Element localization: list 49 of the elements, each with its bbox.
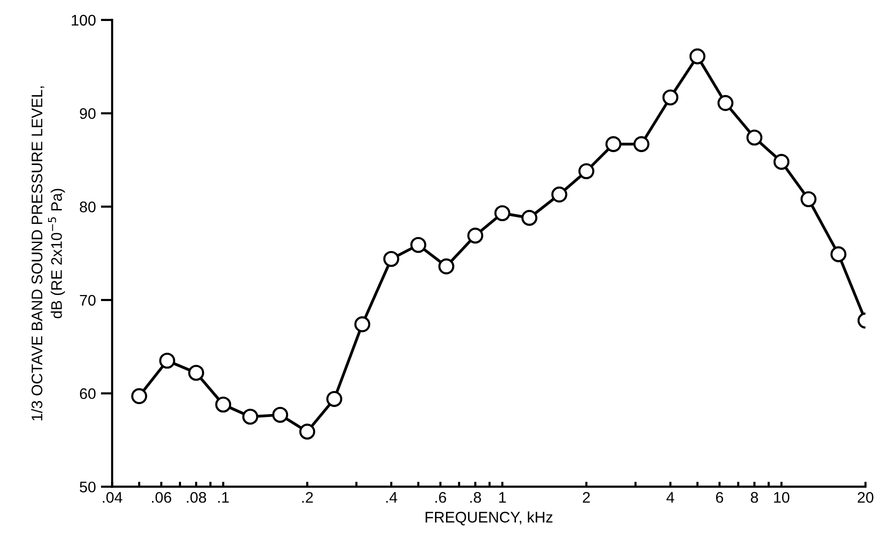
- x-tick-label: .08: [186, 492, 206, 503]
- point: [159, 352, 176, 369]
- point: [438, 258, 454, 274]
- point: [467, 228, 484, 244]
- x-tick-label: 8: [750, 492, 758, 503]
- point: [689, 48, 706, 64]
- point: [662, 89, 678, 106]
- x-tick-label: .1: [218, 492, 229, 503]
- x-tick-label: 2: [582, 492, 590, 503]
- point: [299, 424, 316, 440]
- x-tick-label: 6: [716, 492, 724, 503]
- y-tick-label: 60: [80, 388, 96, 400]
- point: [188, 364, 204, 381]
- x-tick-label: .2: [302, 492, 313, 503]
- y-tick-label: 80: [80, 202, 96, 212]
- x-tick-label: .6: [435, 492, 446, 503]
- x-tick-label: .8: [470, 492, 481, 503]
- point: [242, 408, 258, 425]
- point: [551, 186, 568, 203]
- point: [410, 236, 426, 253]
- y-tick-label: 90: [80, 108, 96, 119]
- point: [354, 316, 370, 332]
- x-tick-label: .06: [152, 492, 172, 503]
- point: [494, 205, 510, 222]
- x-tick-label: 10: [774, 492, 790, 503]
- x-tick-label: .04: [102, 492, 122, 503]
- point: [578, 163, 594, 180]
- point: [131, 388, 148, 404]
- point: [717, 95, 734, 112]
- point: [272, 406, 288, 423]
- point: [326, 390, 342, 407]
- point: [521, 210, 538, 226]
- point: [800, 191, 816, 208]
- point: [746, 130, 762, 146]
- x-tick-label: 20: [858, 492, 874, 503]
- y-tick-label: 100: [72, 14, 96, 26]
- point: [605, 136, 622, 152]
- x-axis-title: FREQUENCY, kHz: [426, 511, 552, 526]
- x-tick-label: 4: [666, 492, 674, 503]
- x-tick-label: .4: [386, 492, 398, 503]
- point: [383, 250, 400, 267]
- point: [633, 136, 650, 152]
- y-tick-label: 50: [80, 482, 96, 492]
- y-tick-label: 70: [80, 294, 96, 306]
- y-axis-title: 1/3 OCTAVE BAND SOUND PRESSURE LEVEL, dB (RE 2x10$^{−5}$ Pa): [31, 86, 65, 420]
- point: [215, 396, 232, 413]
- point: [830, 246, 846, 262]
- x-tick-label: 1: [499, 492, 506, 503]
- point: [773, 154, 790, 170]
